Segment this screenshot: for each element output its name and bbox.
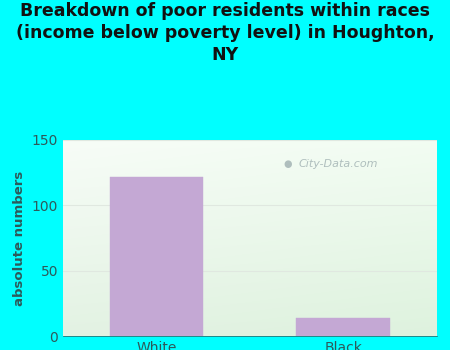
Y-axis label: absolute numbers: absolute numbers (13, 170, 26, 306)
Text: Breakdown of poor residents within races
(income below poverty level) in Houghto: Breakdown of poor residents within races… (16, 2, 434, 64)
Bar (110, 177, 203, 336)
Bar (297, 318, 390, 336)
Text: ●: ● (284, 159, 292, 168)
Text: City-Data.com: City-Data.com (298, 159, 378, 168)
